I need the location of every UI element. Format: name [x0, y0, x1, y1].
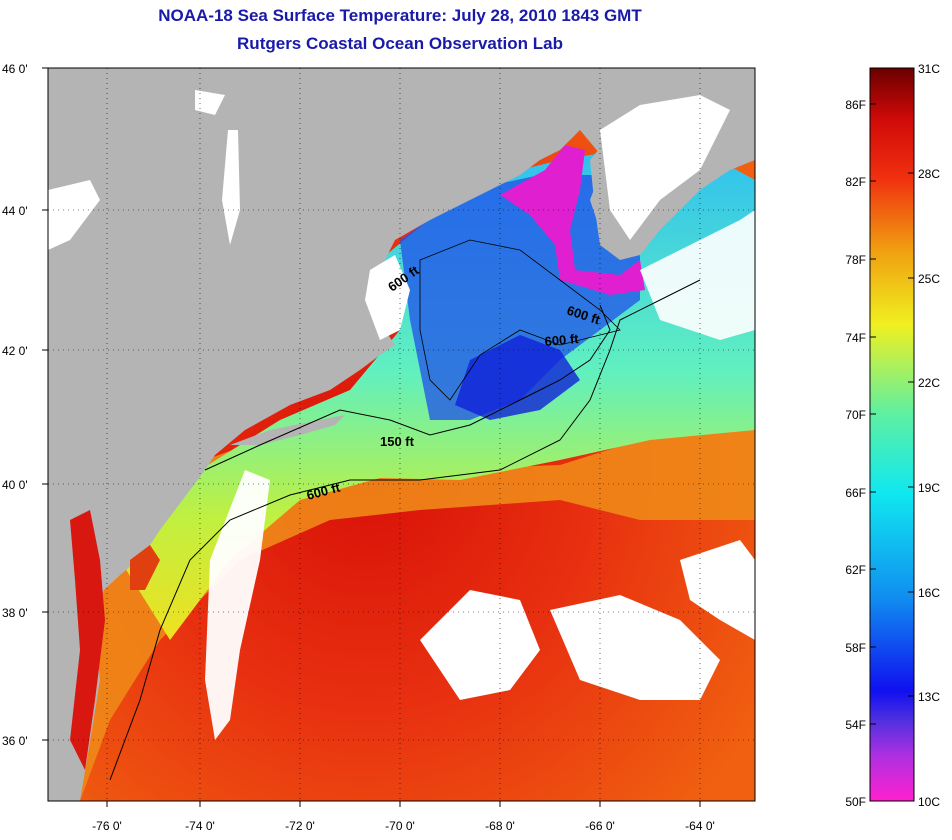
colorbar-c-label: 10C [918, 795, 940, 809]
georges-bank-cold-patch [455, 335, 580, 420]
contour-gulf-of-maine [419, 239, 621, 401]
colorbar-f-label: 74F [845, 331, 866, 345]
contour-label: 150 ft [380, 434, 415, 449]
colorbar-f-label: 62F [845, 563, 866, 577]
map-title: NOAA-18 Sea Surface Temperature: July 28… [158, 6, 642, 25]
lon-label: -68 0' [485, 819, 515, 833]
cloud-patch-nova-scotia [600, 95, 730, 240]
colorbar [869, 67, 915, 802]
colorbar-f-label: 50F [845, 795, 866, 809]
lake-ontario-edge [48, 180, 100, 250]
map-panel [48, 68, 755, 801]
contour-150ft [204, 304, 611, 471]
colorbar-c-label: 19C [918, 481, 940, 495]
lon-label: -76 0' [92, 819, 122, 833]
cloud-streak-shelf [205, 470, 270, 740]
lat-lon-grid [48, 68, 755, 801]
lat-label: 44 0' [2, 204, 28, 218]
gulf-of-maine-cold-water [400, 175, 640, 420]
colorbar-c-label: 13C [918, 690, 940, 704]
contour-label: 600 ft [544, 331, 580, 349]
colorbar-fahrenheit-ticks [870, 103, 876, 725]
lon-label: -74 0' [185, 819, 215, 833]
cloud-patch-offshore [420, 590, 540, 700]
lon-label: -72 0' [285, 819, 315, 833]
cloud-patch-east [550, 595, 720, 700]
lon-label: -66 0' [585, 819, 615, 833]
chesapeake-bay [70, 510, 105, 770]
lon-label: -64 0' [685, 819, 715, 833]
inland-lake [195, 90, 225, 115]
colorbar-c-label: 25C [918, 272, 940, 286]
lat-label: 36 0' [2, 734, 28, 748]
colorbar-f-label: 70F [845, 408, 866, 422]
lake-champlain [222, 130, 240, 245]
bay-of-fundy-cold-patch [500, 145, 645, 295]
map-frame [47, 67, 756, 802]
colorbar-c-label: 31C [918, 62, 940, 76]
colorbar-c-label: 28C [918, 167, 940, 181]
lon-label: -70 0' [385, 819, 415, 833]
contour-600ft [109, 279, 701, 781]
cloud-patch-southeast [680, 540, 755, 640]
long-island-land [230, 415, 345, 445]
colorbar-f-label: 78F [845, 253, 866, 267]
colorbar-celsius-ticks [908, 172, 914, 697]
axis-ticks [42, 67, 701, 807]
colorbar-f-label: 54F [845, 718, 866, 732]
land-area [48, 68, 755, 801]
colorbar-c-label: 16C [918, 586, 940, 600]
cloud-patch-maine-coast [365, 255, 410, 340]
lat-label: 42 0' [2, 344, 28, 358]
colorbar-f-label: 66F [845, 486, 866, 500]
lat-label: 46 0' [2, 62, 28, 76]
delaware-bay [130, 545, 160, 590]
lat-label: 40 0' [2, 478, 28, 492]
map-subtitle: Rutgers Coastal Ocean Observation Lab [237, 34, 563, 53]
cloud-patch-far-east [640, 210, 755, 340]
colorbar-f-label: 86F [845, 98, 866, 112]
colorbar-c-label: 22C [918, 376, 940, 390]
colorbar-f-label: 58F [845, 641, 866, 655]
lat-label: 38 0' [2, 606, 28, 620]
colorbar-f-label: 82F [845, 175, 866, 189]
